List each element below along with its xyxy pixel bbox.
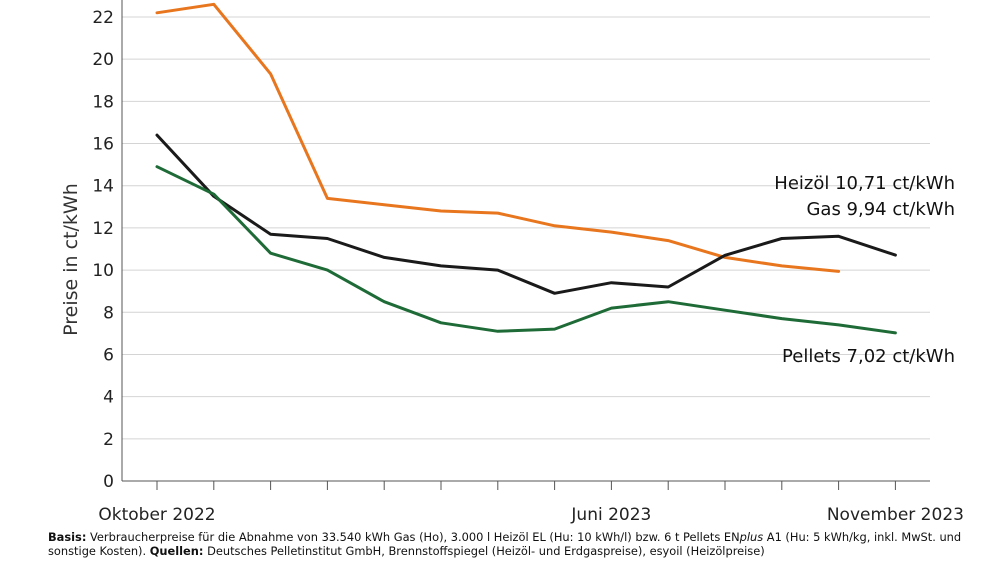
series-label-pellets: Pellets 7,02 ct/kWh bbox=[782, 346, 955, 367]
series-label-heizöl: Heizöl 10,71 ct/kWh bbox=[774, 173, 955, 194]
y-tick-label-0: 0 bbox=[103, 472, 114, 492]
series-lines bbox=[155, 2, 897, 335]
price-line-chart: 0 2 4 6 8 10 12 14 16 18 20 22 Oktober 2022 Juni 2023… bbox=[60, 0, 964, 525]
x-tick-label-2022-10: Oktober 2022 bbox=[98, 505, 215, 525]
y-axis-title: Preise in ct/kWh bbox=[60, 183, 82, 336]
x-tick-label-2023-11: November 2023 bbox=[827, 505, 964, 525]
basis-label: Basis: bbox=[48, 530, 87, 544]
y-tick-label-22: 22 bbox=[92, 8, 114, 28]
series-line-heizöl bbox=[155, 133, 897, 295]
sources-text: Deutsches Pelletinstitut GmbH, Brennstof… bbox=[203, 544, 765, 558]
y-tick-label-16: 16 bbox=[92, 135, 114, 155]
y-tick-label-6: 6 bbox=[103, 345, 114, 365]
y-tick-label-12: 12 bbox=[92, 219, 114, 239]
series-line-gas bbox=[155, 2, 841, 273]
basis-text: Verbraucherpreise für die Abnahme von 33… bbox=[86, 530, 740, 544]
basis-plus: plus bbox=[739, 530, 764, 544]
y-tick-label-20: 20 bbox=[92, 50, 114, 70]
y-tick-label-18: 18 bbox=[92, 92, 114, 112]
basis-text-2: A1 (Hu: 5 kWh/kg, inkl. MwSt. und sonsti… bbox=[48, 530, 962, 558]
y-tick-label-14: 14 bbox=[92, 177, 114, 197]
x-tick-label-2023-06: Juni 2023 bbox=[570, 505, 651, 525]
series-label-gas: Gas 9,94 ct/kWh bbox=[806, 199, 955, 220]
y-tick-label-10: 10 bbox=[92, 261, 114, 281]
axes: 0 2 4 6 8 10 12 14 16 18 20 22 Oktober 2022 Juni 2023… bbox=[60, 0, 964, 525]
series-labels: Heizöl 10,71 ct/kWh Gas 9,94 ct/kWh Pellet… bbox=[774, 173, 955, 367]
chart-footnote: Basis: Verbraucherpreise für die Abnahme… bbox=[48, 530, 1003, 558]
y-tick-label-8: 8 bbox=[103, 303, 114, 323]
sources-label: Quellen: bbox=[149, 544, 204, 558]
series-line-pellets bbox=[155, 165, 897, 335]
y-tick-label-4: 4 bbox=[103, 388, 114, 408]
gridlines bbox=[122, 16, 930, 440]
y-tick-label-2: 2 bbox=[103, 430, 114, 450]
